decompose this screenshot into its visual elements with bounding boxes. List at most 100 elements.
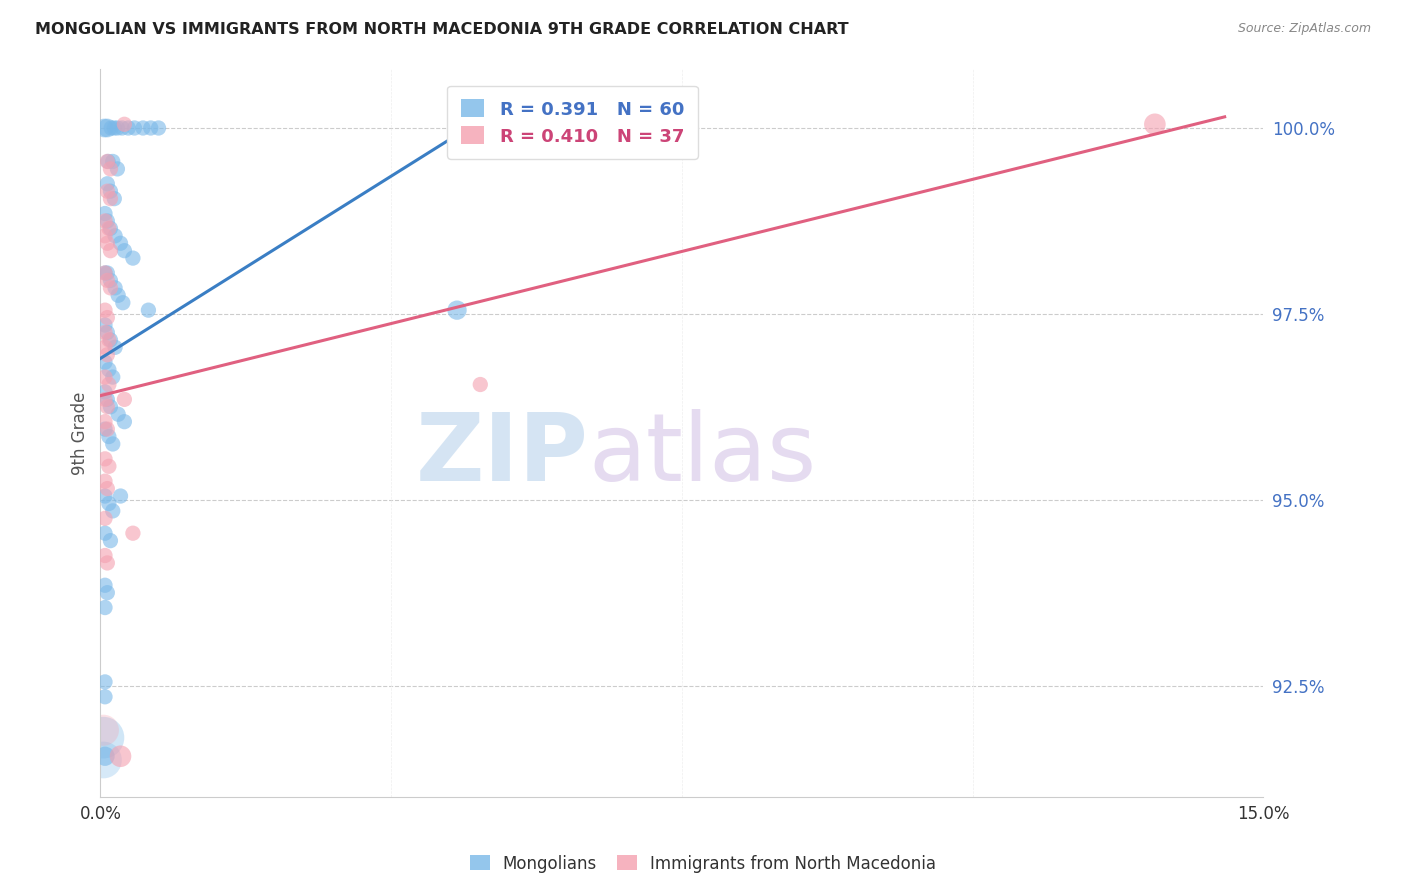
Point bbox=[101, 154, 124, 169]
Point bbox=[138, 303, 160, 318]
Point bbox=[96, 177, 118, 191]
Point bbox=[100, 533, 122, 548]
Point bbox=[148, 120, 170, 135]
Text: atlas: atlas bbox=[589, 409, 817, 500]
Point bbox=[96, 585, 118, 599]
Point bbox=[96, 154, 118, 169]
Point bbox=[1143, 117, 1166, 131]
Point bbox=[110, 749, 132, 764]
Y-axis label: 9th Grade: 9th Grade bbox=[72, 392, 89, 475]
Point bbox=[94, 318, 117, 332]
Point bbox=[97, 429, 120, 443]
Point bbox=[104, 281, 127, 295]
Point bbox=[96, 214, 118, 228]
Point bbox=[112, 244, 135, 258]
Point bbox=[96, 348, 118, 362]
Point bbox=[96, 482, 118, 496]
Point bbox=[122, 526, 145, 541]
Text: ZIP: ZIP bbox=[416, 409, 589, 500]
Point bbox=[112, 415, 135, 429]
Point bbox=[94, 526, 117, 541]
Point bbox=[94, 674, 117, 689]
Point bbox=[112, 117, 135, 131]
Point bbox=[94, 303, 117, 318]
Point bbox=[101, 437, 124, 451]
Point bbox=[96, 266, 118, 280]
Point bbox=[124, 120, 146, 135]
Point bbox=[96, 400, 118, 414]
Point bbox=[94, 228, 117, 243]
Legend: Mongolians, Immigrants from North Macedonia: Mongolians, Immigrants from North Macedo… bbox=[463, 848, 943, 880]
Point bbox=[96, 120, 118, 135]
Text: Source: ZipAtlas.com: Source: ZipAtlas.com bbox=[1237, 22, 1371, 36]
Point bbox=[96, 556, 118, 570]
Point bbox=[470, 377, 492, 392]
Point bbox=[94, 578, 117, 592]
Point bbox=[94, 214, 117, 228]
Point bbox=[97, 377, 120, 392]
Point bbox=[94, 451, 117, 466]
Point bbox=[100, 400, 122, 414]
Point bbox=[94, 206, 117, 220]
Point bbox=[101, 504, 124, 518]
Point bbox=[112, 392, 135, 407]
Point bbox=[100, 333, 122, 347]
Point bbox=[93, 723, 115, 738]
Point bbox=[100, 120, 122, 135]
Point bbox=[100, 221, 122, 235]
Point bbox=[94, 600, 117, 615]
Point bbox=[94, 326, 117, 340]
Point bbox=[103, 192, 125, 206]
Point bbox=[97, 333, 120, 347]
Point bbox=[107, 120, 129, 135]
Point bbox=[94, 474, 117, 488]
Legend: R = 0.391   N = 60, R = 0.410   N = 37: R = 0.391 N = 60, R = 0.410 N = 37 bbox=[447, 86, 697, 160]
Point bbox=[94, 422, 117, 436]
Point bbox=[96, 422, 118, 436]
Point bbox=[100, 192, 122, 206]
Point bbox=[111, 295, 134, 310]
Point bbox=[96, 273, 118, 287]
Point bbox=[446, 303, 468, 318]
Point bbox=[100, 281, 122, 295]
Point bbox=[107, 407, 129, 421]
Point bbox=[101, 370, 124, 384]
Point bbox=[104, 228, 127, 243]
Point bbox=[96, 326, 118, 340]
Point bbox=[96, 310, 118, 325]
Point bbox=[110, 489, 132, 503]
Point bbox=[477, 120, 499, 135]
Point bbox=[100, 184, 122, 198]
Point bbox=[110, 236, 132, 251]
Point bbox=[94, 511, 117, 525]
Point bbox=[94, 370, 117, 384]
Point bbox=[107, 288, 129, 302]
Point bbox=[94, 549, 117, 563]
Point bbox=[96, 184, 118, 198]
Point bbox=[94, 392, 117, 407]
Point bbox=[100, 273, 122, 287]
Point bbox=[96, 392, 118, 407]
Point bbox=[97, 459, 120, 474]
Text: MONGOLIAN VS IMMIGRANTS FROM NORTH MACEDONIA 9TH GRADE CORRELATION CHART: MONGOLIAN VS IMMIGRANTS FROM NORTH MACED… bbox=[35, 22, 849, 37]
Point bbox=[94, 690, 117, 704]
Point bbox=[93, 120, 115, 135]
Point bbox=[96, 236, 118, 251]
Point bbox=[94, 489, 117, 503]
Point bbox=[93, 753, 115, 767]
Point bbox=[97, 221, 120, 235]
Point bbox=[93, 731, 115, 745]
Point bbox=[97, 496, 120, 510]
Point bbox=[104, 340, 127, 354]
Point bbox=[132, 120, 155, 135]
Point bbox=[94, 415, 117, 429]
Point bbox=[107, 161, 129, 176]
Point bbox=[97, 154, 120, 169]
Point bbox=[94, 340, 117, 354]
Point bbox=[117, 120, 139, 135]
Point bbox=[100, 161, 122, 176]
Point bbox=[100, 244, 122, 258]
Point bbox=[97, 362, 120, 376]
Point bbox=[94, 266, 117, 280]
Point bbox=[139, 120, 162, 135]
